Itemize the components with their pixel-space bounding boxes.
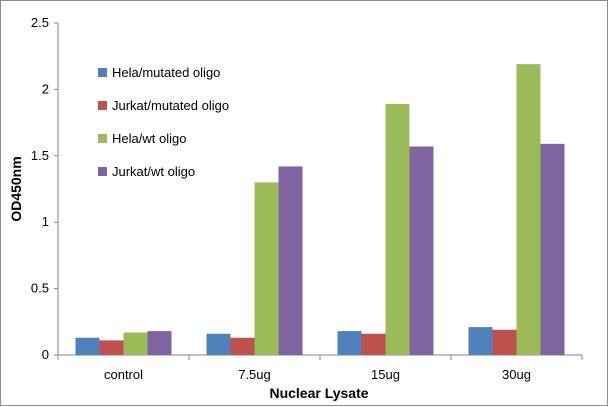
legend-swatch — [98, 101, 107, 110]
x-ticks: control 7.5ug 15ug 30ug — [57, 355, 583, 382]
bar-1-75ug — [206, 333, 231, 355]
legend-label: Jurkat/mutated oligo — [112, 98, 229, 113]
legend-label: Hela/wt oligo — [112, 131, 186, 146]
y-tick-label: 1 — [42, 214, 49, 229]
y-tick-label: 1.5 — [31, 148, 49, 163]
bar-2-15ug — [361, 333, 386, 355]
legend-swatch — [98, 68, 107, 77]
y-ticks: 0 0.5 1 1.5 2 2.5 — [31, 15, 58, 362]
bar-1-30ug — [468, 327, 493, 355]
bar-3-30ug — [516, 64, 541, 355]
bar-4-control — [147, 331, 172, 355]
x-axis-title: Nuclear Lysate — [269, 385, 368, 401]
x-tick-label: 15ug — [371, 367, 400, 382]
y-axis-title: OD450nm — [8, 156, 24, 221]
x-tick-label: 30ug — [502, 367, 531, 382]
legend-swatch — [98, 134, 107, 143]
bar-4-75ug — [278, 166, 303, 355]
legend-label: Jurkat/wt oligo — [112, 164, 195, 179]
x-tick-label: 7.5ug — [238, 367, 271, 382]
legend-swatch — [98, 167, 107, 176]
bar-1-control — [75, 337, 100, 355]
bars — [75, 64, 565, 356]
y-tick-label: 0.5 — [31, 281, 49, 296]
y-tick-label: 0 — [42, 347, 49, 362]
bar-2-75ug — [230, 337, 255, 355]
bar-4-30ug — [540, 143, 565, 355]
y-tick-label: 2.5 — [31, 15, 49, 30]
x-tick-label: control — [104, 367, 143, 382]
bar-2-30ug — [492, 329, 517, 355]
bar-2-control — [99, 340, 124, 355]
legend-label: Hela/mutated oligo — [112, 65, 220, 80]
bar-3-control — [123, 332, 148, 355]
y-tick-label: 2 — [42, 81, 49, 96]
bar-3-15ug — [385, 104, 410, 356]
bar-3-75ug — [254, 182, 279, 355]
bar-1-15ug — [337, 331, 362, 355]
bar-4-15ug — [409, 146, 434, 355]
legend: Hela/mutated oligo Jurkat/mutated oligo He… — [98, 65, 229, 179]
